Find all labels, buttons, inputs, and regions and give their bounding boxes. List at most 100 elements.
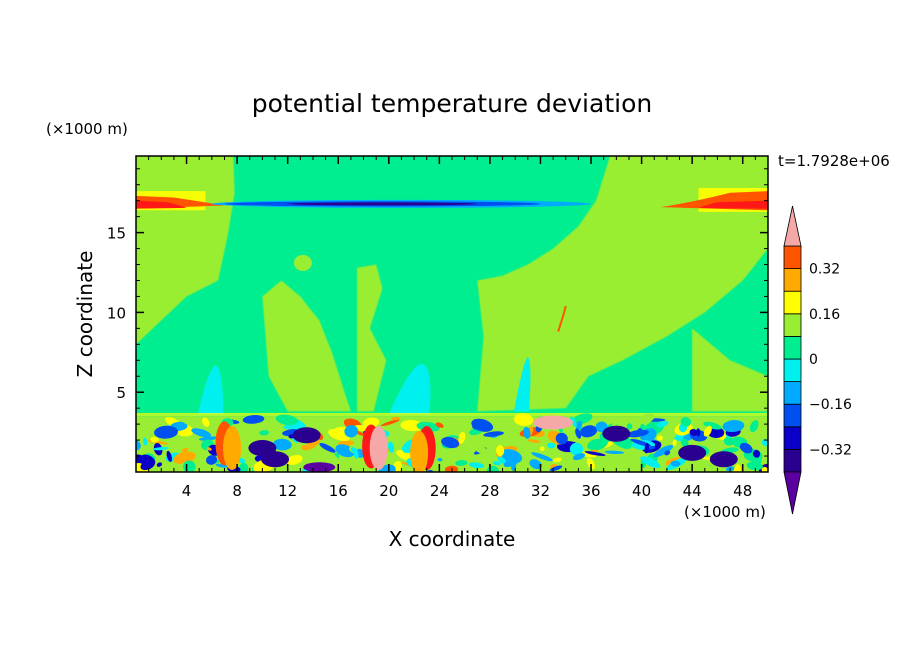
turbulent-cell: [181, 447, 189, 452]
turbulent-cell: [362, 417, 380, 428]
turbulent-cell: [202, 417, 210, 427]
x-tick-label: 28: [480, 482, 499, 500]
turbulent-cell: [166, 450, 172, 462]
colorbar-top-arrow: [783, 205, 802, 247]
x-tick-label: 4: [182, 482, 192, 500]
cold-plume-1: [388, 363, 431, 415]
colorbar-segment: [783, 426, 802, 450]
chart-title: potential temperature deviation: [252, 89, 652, 118]
turbulent-cell: [529, 459, 542, 470]
axis-ticks: [136, 156, 768, 472]
y-axis-label: Z coordinate: [73, 251, 97, 378]
x-tick-label: 44: [683, 482, 702, 500]
cold-cell: [678, 444, 707, 461]
turbulent-cell: [387, 441, 395, 453]
turbulent-cell: [468, 462, 485, 469]
x-tick-label: 48: [733, 482, 752, 500]
colorbar-segment: [783, 403, 802, 428]
warm-column: [410, 430, 429, 472]
turbulent-cell: [761, 438, 768, 447]
turbulent-cell: [318, 448, 340, 462]
x-axis-label: X coordinate: [389, 527, 516, 551]
turbulent-cell: [455, 460, 468, 466]
colorbar-label: 0.16: [809, 307, 840, 323]
colorbar-segment: [783, 381, 802, 405]
turbulent-cell: [474, 445, 490, 455]
x-tick-label: 8: [232, 482, 242, 500]
turbulent-cell: [286, 454, 303, 465]
y-tick-label: 10: [107, 304, 126, 322]
turbulent-cell: [242, 415, 265, 424]
cold-cell: [709, 451, 738, 468]
turbulent-cell: [723, 436, 735, 446]
turbulent-cell: [136, 424, 148, 430]
warm-column: [369, 426, 388, 471]
turbulent-cell: [523, 426, 531, 439]
field-region-2: [357, 264, 387, 412]
cold-cell: [602, 425, 631, 442]
colorbar-segment: [783, 268, 802, 292]
x-tick-label: 12: [278, 482, 297, 500]
turbulent-cell: [680, 417, 692, 427]
x-tick-label: 32: [531, 482, 550, 500]
turbulent-cell: [658, 430, 677, 440]
turbulent-cell: [640, 456, 661, 468]
turbulent-cell: [154, 425, 178, 439]
colorbar-label: −0.16: [809, 397, 852, 413]
turbulent-cell: [239, 463, 249, 472]
y-unit-label: (×1000 m): [46, 120, 128, 138]
colorbar: 0.32 0.16 0 −0.16 −0.32: [783, 205, 852, 515]
turbulent-cell: [746, 461, 763, 471]
turbulent-cell: [483, 431, 504, 437]
x-unit-label: (×1000 m): [684, 503, 766, 521]
turbulent-cell: [575, 421, 583, 430]
warm-filament: [557, 305, 567, 332]
colorbar-segment: [783, 358, 802, 383]
turbulent-cell: [656, 420, 669, 428]
turbulent-cell: [513, 413, 534, 426]
turbulent-cell: [555, 432, 568, 445]
turbulent-cell: [648, 445, 656, 450]
turbulent-cell: [626, 429, 649, 438]
turbulent-cell: [570, 416, 577, 428]
turbulent-cell: [571, 435, 576, 442]
turbulent-cell: [703, 421, 722, 430]
colorbar-segment: [783, 335, 802, 360]
turbulent-cell: [275, 414, 299, 426]
turbulent-cell: [680, 438, 689, 448]
turbulent-cell: [575, 428, 582, 439]
turbulent-cell: [670, 460, 681, 467]
turbulent-cell: [206, 447, 212, 451]
colorbar-label: −0.32: [809, 442, 852, 458]
turbulent-cell: [350, 447, 358, 453]
turbulent-cell: [626, 423, 633, 430]
surface-layer-top: [136, 412, 768, 416]
turbulent-cell: [696, 428, 701, 437]
colorbar-label: 0: [809, 352, 818, 368]
turbulent-cell: [198, 436, 218, 441]
turbulent-cell: [739, 442, 753, 454]
cold-plume-0: [197, 365, 224, 415]
y-tick-label: 15: [107, 225, 126, 243]
turbulent-cell: [435, 422, 444, 428]
turbulent-cell: [644, 442, 650, 454]
turbulent-cell: [584, 451, 606, 456]
turbulent-cell: [656, 435, 663, 441]
colorbar-segment: [783, 313, 802, 337]
colorbar-bottom-arrow: [783, 471, 802, 515]
turbulent-cell: [605, 450, 625, 455]
colorbar-segment: [783, 245, 802, 270]
turbulent-cell: [153, 447, 169, 451]
turbulent-cell: [390, 416, 401, 421]
turbulent-cell: [586, 457, 595, 470]
turbulent-cell: [547, 442, 556, 449]
turbulent-cell: [471, 418, 494, 432]
turbulent-cell: [503, 457, 520, 468]
field-region-1: [262, 280, 351, 412]
field-region-4: [692, 328, 768, 412]
turbulent-cell: [672, 439, 677, 447]
turbulent-cell: [344, 425, 359, 438]
warm-column: [223, 426, 242, 471]
